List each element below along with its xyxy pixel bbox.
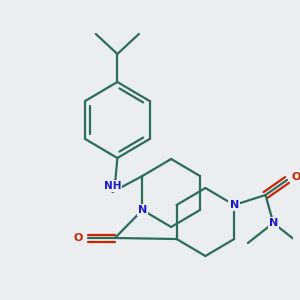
Text: N: N — [269, 218, 278, 228]
Text: N: N — [230, 200, 239, 210]
Text: N: N — [138, 205, 147, 215]
Text: O: O — [291, 172, 300, 182]
Text: O: O — [73, 233, 83, 243]
Text: NH: NH — [104, 181, 121, 191]
